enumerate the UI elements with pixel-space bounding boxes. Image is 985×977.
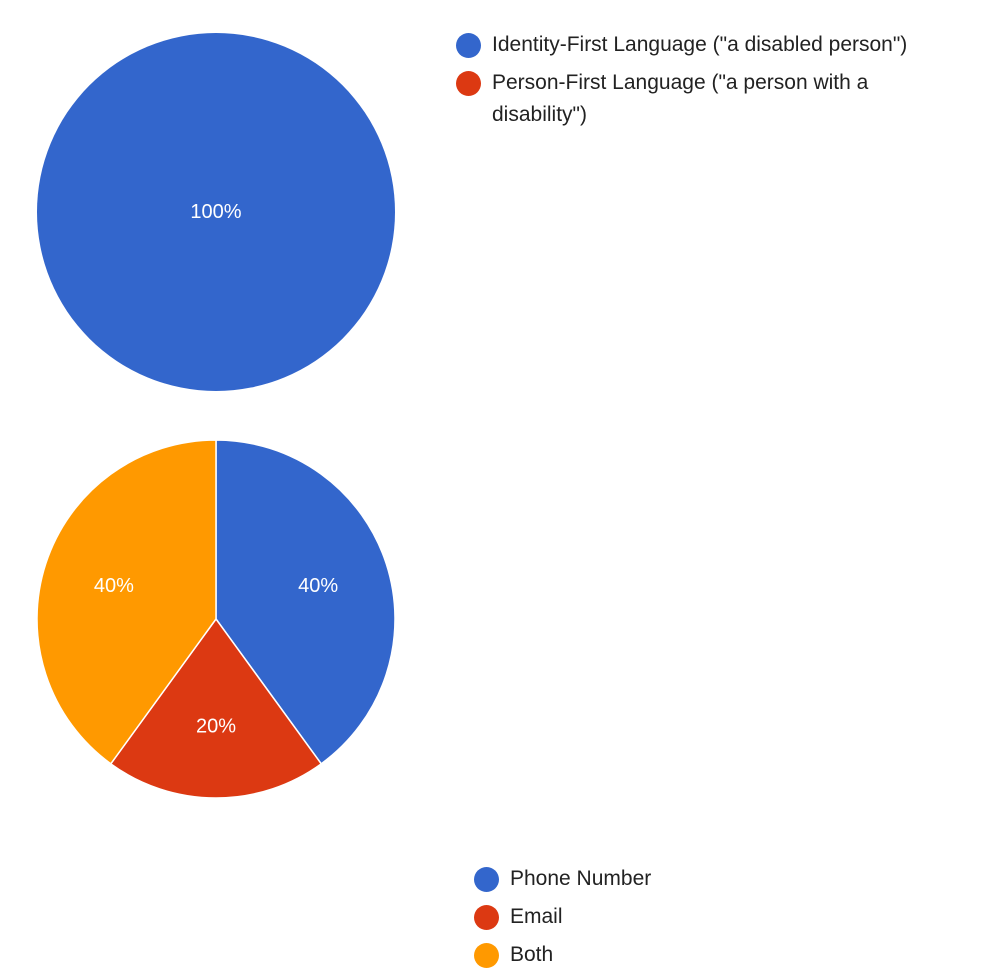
legend-label: Identity-First Language ("a disabled per… [492, 33, 908, 56]
legend-item-identity-first-language-a-disabled-person[interactable]: Identity-First Language ("a disabled per… [456, 29, 926, 61]
slice-value-label: 20% [196, 715, 236, 737]
legend-item-person-first-language-a-person-with-a-disability[interactable]: Person-First Language ("a person with a … [456, 67, 926, 131]
pie-slice-email[interactable] [109, 617, 323, 799]
legend-label: Person-First Language ("a person with a … [492, 71, 869, 126]
pie-plot-area: 100% [37, 33, 395, 391]
pie-chart-contact: 40% 20% 40% Phone Number Email Both [0, 410, 985, 968]
chart-legend: Phone Number Email Both [474, 863, 874, 977]
chart-legend: Identity-First Language ("a disabled per… [456, 29, 926, 137]
legend-label: Both [510, 943, 554, 966]
pie-slice-phone-number[interactable] [215, 439, 396, 765]
slice-value-label: 40% [94, 575, 134, 597]
slice-value-label: 100% [190, 201, 241, 223]
pie-plot-area: 40% 20% 40% [36, 439, 396, 799]
slice-value-label: 40% [298, 575, 338, 597]
legend-item-email[interactable]: Email [474, 901, 874, 933]
pie-slice-identity-first-language-a-disabled-person[interactable] [37, 33, 395, 391]
pie-chart-language: 100% Identity-First Language ("a disable… [0, 0, 985, 410]
legend-swatch-icon [474, 867, 499, 892]
legend-label: Phone Number [510, 867, 652, 890]
legend-swatch-icon [474, 905, 499, 930]
legend-item-phone-number[interactable]: Phone Number [474, 863, 874, 895]
pie-slice-both[interactable] [36, 439, 217, 765]
legend-swatch-icon [456, 33, 481, 58]
legend-item-both[interactable]: Both [474, 939, 874, 971]
legend-label: Email [510, 905, 563, 928]
legend-swatch-icon [456, 71, 481, 96]
legend-swatch-icon [474, 943, 499, 968]
